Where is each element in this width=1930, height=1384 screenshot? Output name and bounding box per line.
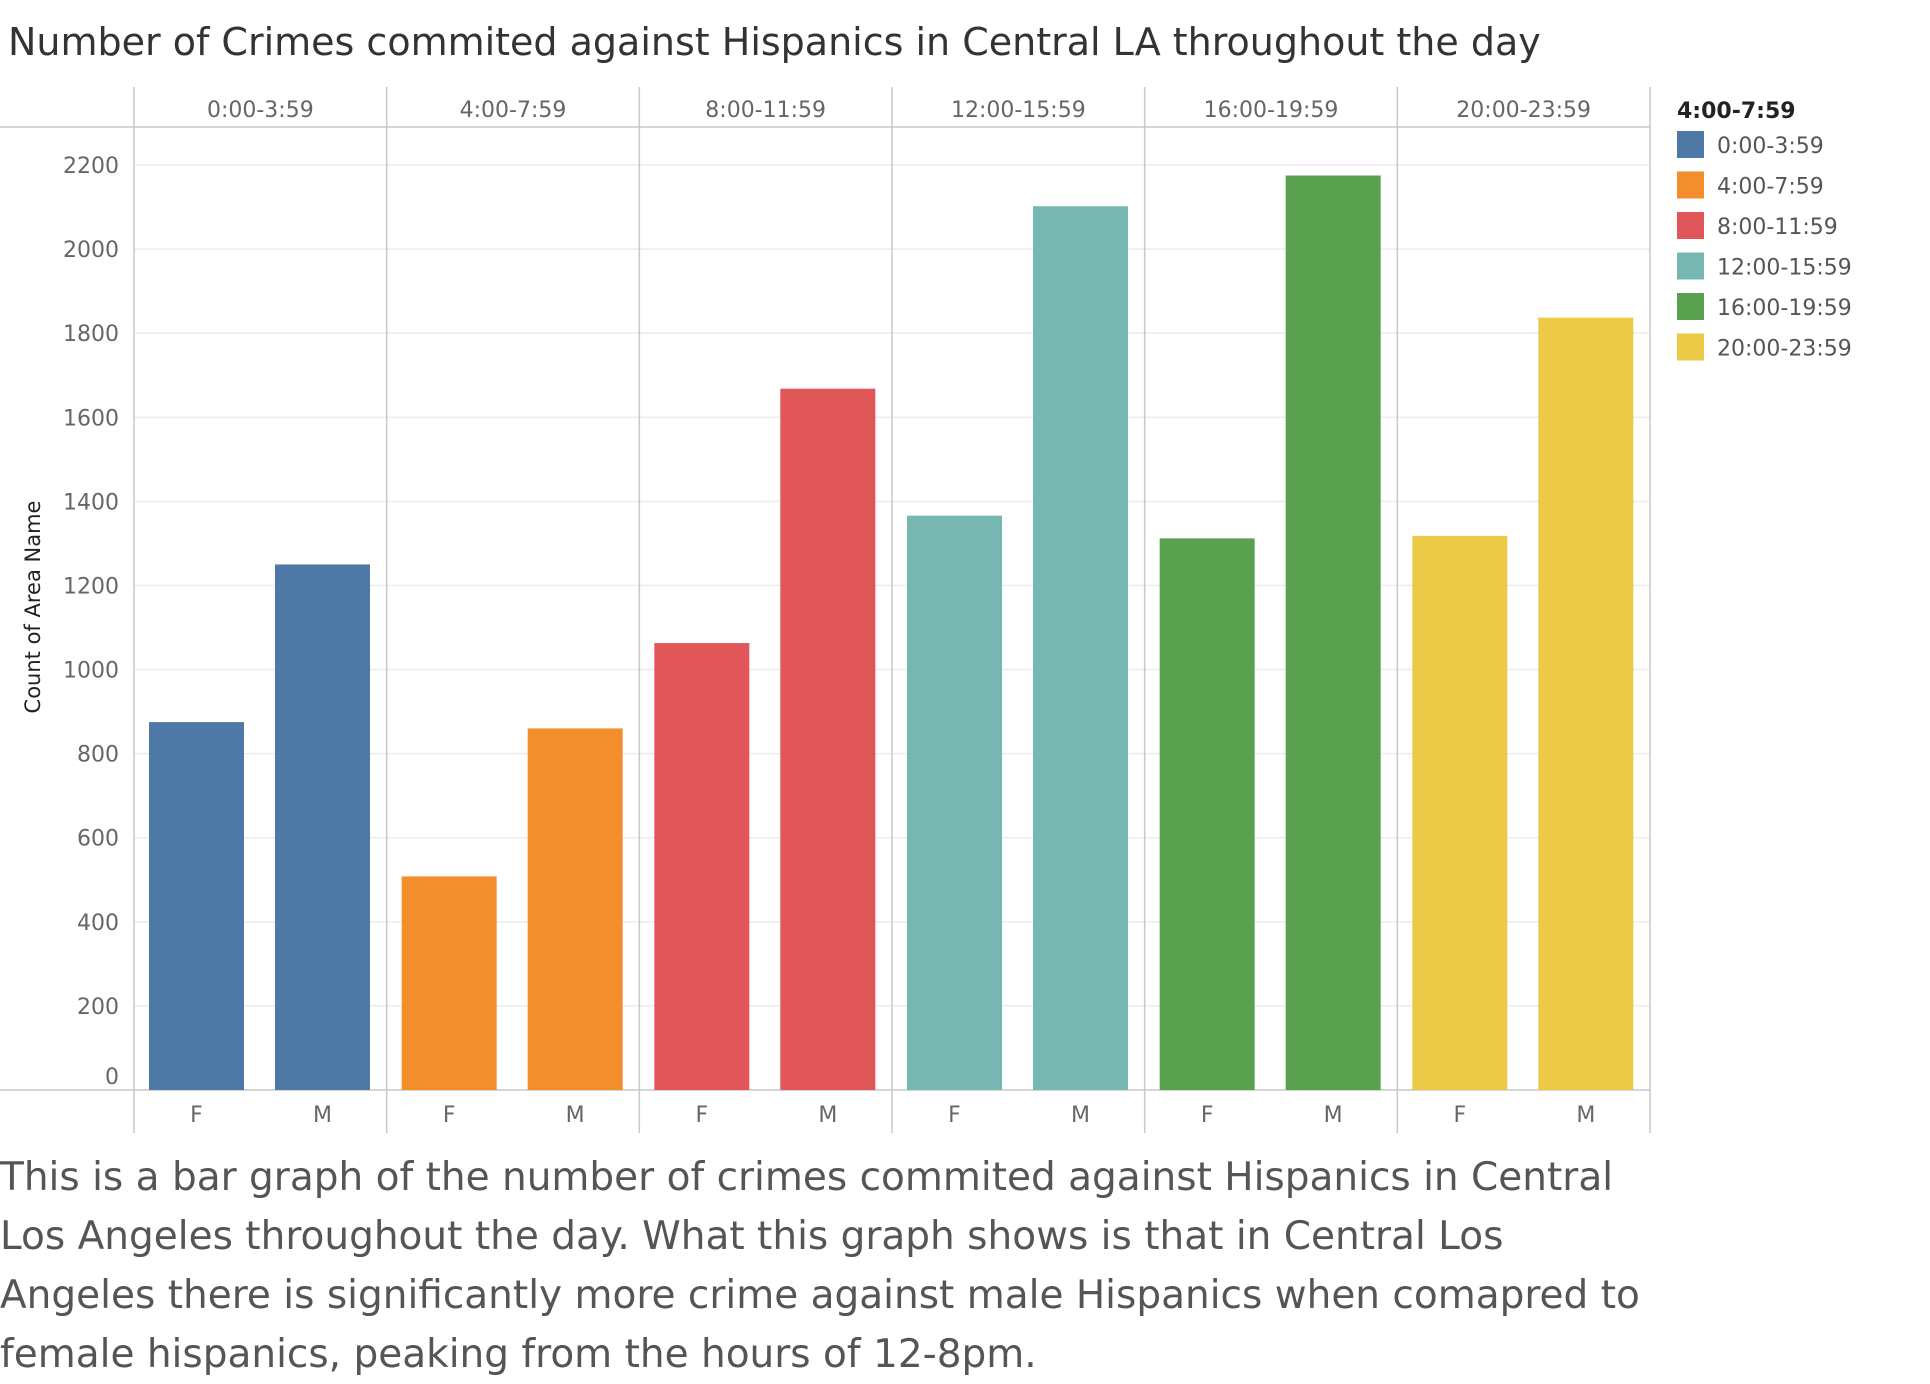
legend-label: 8:00-11:59: [1717, 215, 1838, 240]
chart-caption: This is a bar graph of the number of cri…: [0, 1155, 1640, 1377]
legend-label: 16:00-19:59: [1717, 296, 1852, 321]
bar: [1159, 538, 1255, 1090]
bar: [780, 388, 876, 1090]
legend-swatch: [1677, 252, 1704, 280]
legend-label: 12:00-15:59: [1717, 256, 1852, 281]
bar: [149, 722, 244, 1090]
panel-header: 4:00-7:59: [460, 98, 567, 123]
x-category-label: M: [1324, 1103, 1343, 1128]
panel-header: 8:00-11:59: [705, 98, 826, 123]
bar: [1285, 175, 1381, 1091]
bar: [1538, 317, 1634, 1090]
y-tick-label: 2000: [63, 238, 119, 263]
legend-swatch: [1677, 131, 1704, 158]
bar: [907, 515, 1002, 1090]
y-tick-label: 1800: [63, 322, 119, 347]
legend-label: 20:00-23:59: [1717, 337, 1852, 362]
y-tick-label: 1200: [63, 574, 119, 599]
x-category-label: F: [948, 1103, 961, 1128]
x-category-label: M: [566, 1103, 585, 1128]
bar: [401, 876, 497, 1090]
legend-swatch: [1677, 333, 1704, 361]
x-category-label: F: [443, 1103, 456, 1128]
y-tick-label: 1000: [63, 659, 119, 684]
x-category-label: M: [1576, 1103, 1595, 1128]
y-tick-label: 200: [77, 995, 119, 1020]
y-tick-label: 0: [105, 1065, 119, 1090]
x-category-label: M: [313, 1103, 332, 1128]
y-axis-ticks: 0 200 400 600 800 1000 1200 1400 1600 1800 2000 220…: [63, 154, 119, 1090]
y-tick-label: 400: [77, 911, 119, 936]
y-tick-label: 800: [77, 743, 119, 768]
x-category-label: F: [190, 1103, 203, 1128]
x-category-label: F: [1454, 1103, 1467, 1128]
bar: [527, 728, 623, 1090]
y-tick-label: 1400: [63, 490, 119, 515]
panel-header: 0:00-3:59: [207, 98, 314, 123]
chart-title: Number of Crimes commited against Hispan…: [8, 20, 1541, 64]
bar: [275, 564, 370, 1090]
y-tick-label: 1600: [63, 406, 119, 431]
x-category-label: F: [1201, 1103, 1214, 1128]
legend-label: 0:00-3:59: [1717, 134, 1824, 159]
x-category-label: M: [1071, 1103, 1090, 1128]
x-category-label: M: [818, 1103, 837, 1128]
legend-label: 4:00-7:59: [1717, 175, 1824, 200]
x-category-label: F: [696, 1103, 709, 1128]
bar: [1412, 535, 1508, 1090]
legend-title: 4:00-7:59: [1677, 99, 1796, 124]
panel-headers: 0:00-3:59 4:00-7:59 8:00-11:59 12:00-15:59 1…: [207, 98, 1591, 123]
y-tick-label: 600: [77, 827, 119, 852]
y-axis-title: Count of Area Name: [21, 501, 45, 714]
panel-header: 12:00-15:59: [951, 98, 1086, 123]
y-tick-label: 2200: [63, 154, 119, 179]
bar-chart: Number of Crimes commited against Hispan…: [0, 20, 1852, 1133]
panel-header: 20:00-23:59: [1456, 98, 1591, 123]
legend-swatch: [1677, 293, 1704, 320]
legend-swatch: [1677, 212, 1704, 239]
bar: [654, 643, 750, 1090]
bar: [1033, 206, 1128, 1091]
legend: 4:00-7:59 0:00-3:59 4:00-7:59 8:00-11:59 12…: [1677, 99, 1852, 362]
panel-header: 16:00-19:59: [1204, 98, 1339, 123]
bars: [149, 175, 1634, 1091]
legend-swatch: [1677, 171, 1704, 199]
